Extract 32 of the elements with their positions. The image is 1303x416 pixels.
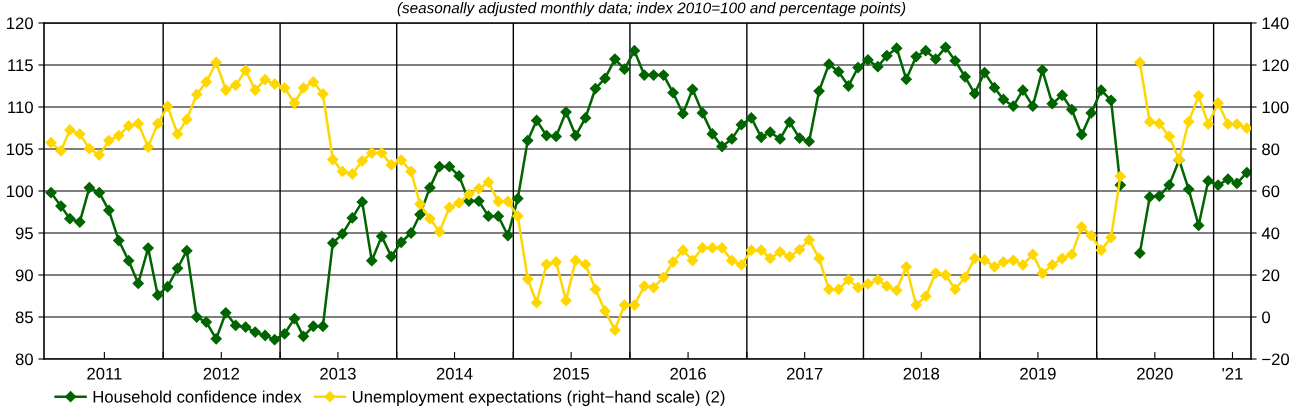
- x-tick-label: '21: [1222, 367, 1243, 380]
- legend-label: Household confidence index: [93, 390, 302, 403]
- x-tick-label: 2013: [320, 367, 356, 380]
- y2-tick-label: 120: [1262, 59, 1289, 72]
- x-tick-label: 2011: [87, 367, 122, 380]
- y-tick-label: 95: [15, 227, 33, 240]
- y2-tick-label: −20: [1262, 353, 1290, 366]
- x-tick-label: 2020: [1137, 367, 1173, 380]
- legend-label: Unemployment expectations (right−hand scale) (2): [352, 390, 725, 406]
- y2-tick-label: 40: [1261, 227, 1280, 240]
- y2-tick-label: 80: [1262, 143, 1280, 156]
- x-tick-label: 2019: [1020, 367, 1056, 380]
- y-tick-label: 100: [7, 185, 33, 198]
- y2-tick-label: 0: [1262, 311, 1271, 324]
- y2-tick-label: 20: [1262, 269, 1280, 282]
- x-tick-label: 2015: [553, 367, 589, 380]
- y-tick-label: 110: [8, 101, 33, 114]
- y2-tick-label: 60: [1262, 185, 1280, 198]
- y-tick-label: 120: [7, 17, 33, 30]
- x-tick-label: 2018: [903, 367, 940, 380]
- y-tick-label: 115: [8, 59, 33, 72]
- y-tick-label: 85: [15, 311, 33, 324]
- y2-tick-label: 100: [1262, 101, 1289, 114]
- x-tick-label: 2012: [203, 367, 240, 380]
- y-tick-label: 105: [7, 143, 33, 156]
- y-tick-label: 80: [15, 353, 33, 366]
- x-tick-label: 2014: [436, 367, 473, 380]
- y-tick-label: 90: [15, 269, 33, 282]
- chart-title: (seasonally adjusted monthly data; index 2010=100 and percentage points): [397, 2, 906, 17]
- x-tick-label: 2017: [786, 367, 823, 380]
- x-tick-label: 2016: [670, 367, 706, 380]
- y2-tick-label: 140: [1262, 17, 1289, 30]
